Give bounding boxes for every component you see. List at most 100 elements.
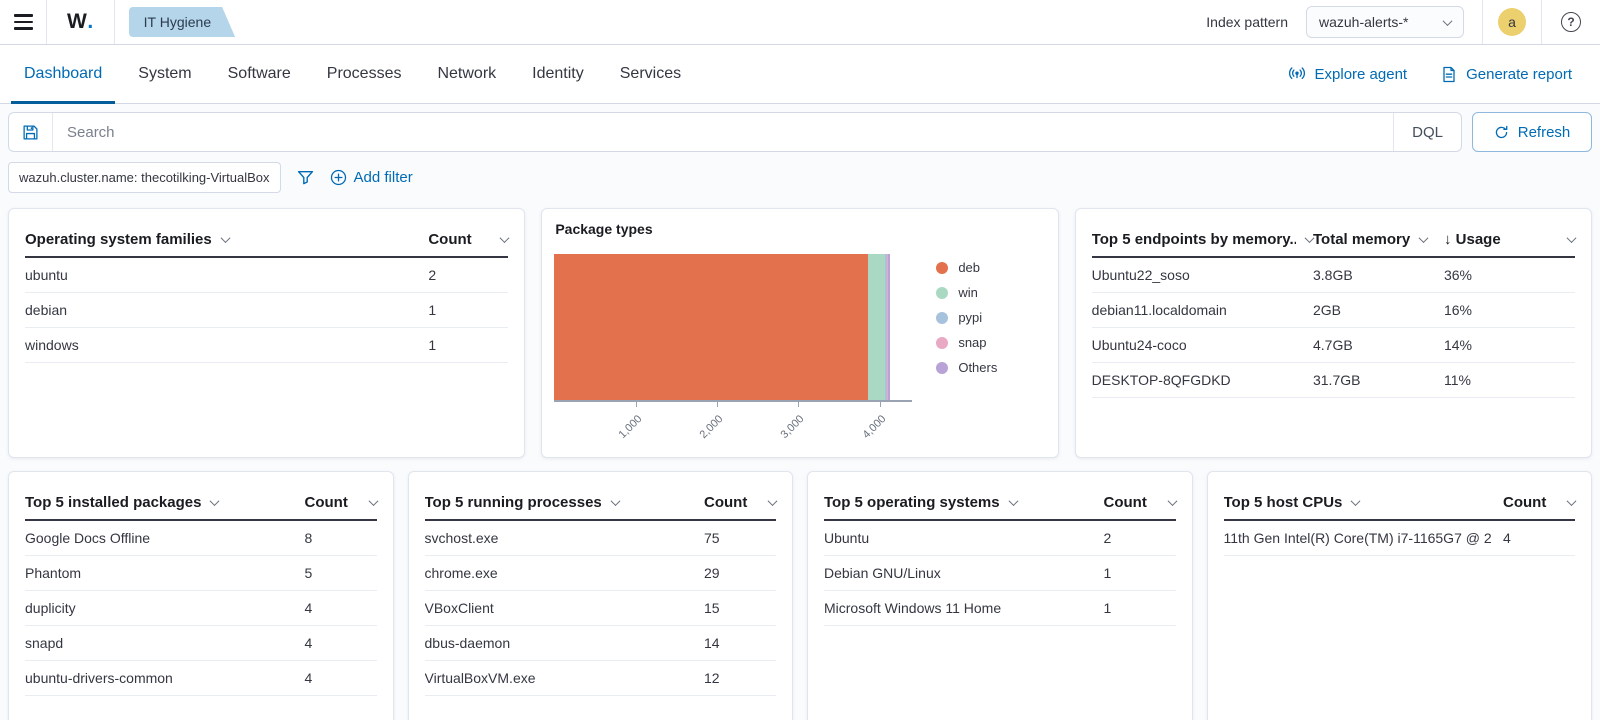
table-body: Ubuntu22_soso 3.8GB 36% debian11.localdo… [1091,258,1575,398]
panel-title: Top 5 running processes [424,493,602,511]
legend-item-snap[interactable]: snap [936,330,997,355]
panel-installed-packages: Top 5 installed packages Count Google Do… [8,471,394,720]
table-row: debian11.localdomain 2GB 16% [1091,293,1575,328]
legend-item-win[interactable]: win [936,280,997,305]
column-options-icon[interactable] [220,232,231,243]
panel-title: Package types [555,221,653,237]
table-row: ubuntu 2 [25,258,509,293]
table-row: ubuntu-drivers-common 4 [25,661,377,696]
menu-button[interactable] [0,0,46,44]
explore-agent-button[interactable]: Explore agent [1288,65,1407,83]
tab-software[interactable]: Software [227,65,291,82]
tab-services[interactable]: Services [619,65,682,82]
column-options-icon[interactable] [1566,232,1577,243]
axis-tick [717,402,719,407]
table-body: ubuntu 2 debian 1 windows 1 [25,258,509,363]
legend-item-pypi[interactable]: pypi [936,305,997,330]
divider [1541,0,1542,44]
legend-item-deb[interactable]: deb [936,255,997,280]
column-options-icon[interactable] [499,232,510,243]
column-options-icon[interactable] [368,495,378,506]
legend-item-Others[interactable]: Others [936,355,997,380]
column-options-icon[interactable] [1008,495,1019,506]
count-header: Count [1103,493,1147,511]
tab-identity[interactable]: Identity [532,65,584,82]
query-language-button[interactable]: DQL [1393,113,1461,151]
panel-operating-systems: Top 5 operating systems Count Ubuntu 2 D… [807,471,1193,720]
refresh-button[interactable]: Refresh [1472,112,1592,152]
axis-tick-label: 4,000 [860,413,889,441]
panel-endpoints-memory: Top 5 endpoints by memory... Total memor… [1074,208,1592,458]
table-row: snapd 4 [25,626,377,661]
column-options-icon[interactable] [1418,232,1429,243]
filter-options-button[interactable] [297,169,314,186]
memory-header: Total memory [1312,230,1411,248]
column-options-icon[interactable] [1566,495,1577,506]
table-row: DESKTOP-8QFGDKD 31.7GB 11% [1091,363,1575,398]
bar-segment-deb [554,254,868,400]
bar-segment-Others [888,254,890,400]
axis-tick-label: 3,000 [778,413,807,441]
table-row: svchost.exe 75 [424,521,776,556]
table-header: Top 5 endpoints by memory... Total memor… [1091,222,1577,258]
legend-label: deb [958,260,981,275]
count-header: Count [1503,493,1547,511]
table-body: Ubuntu 2 Debian GNU/Linux 1 Microsoft Wi… [824,521,1176,626]
search-box: DQL [8,112,1462,152]
panel-title: Top 5 host CPUs [1223,493,1343,511]
table-row: Ubuntu22_soso 3.8GB 36% [1091,258,1575,293]
tab-dashboard[interactable]: Dashboard [11,45,116,104]
column-options-icon[interactable] [610,495,621,506]
table-row: 11th Gen Intel(R) Core(TM) i7-1165G7 @ 2… [1223,521,1575,556]
legend-dot [936,311,949,324]
column-options-icon[interactable] [1350,495,1361,506]
tab-processes[interactable]: Processes [326,65,402,82]
search-input[interactable] [53,113,1394,151]
table-row: dbus-daemon 14 [424,626,776,661]
panel-title: Top 5 installed packages [25,493,202,511]
divider [1482,0,1483,44]
legend-dot [936,286,949,299]
generate-report-button[interactable]: Generate report [1441,66,1572,83]
panels-row-2: Top 5 installed packages Count Google Do… [0,458,1600,720]
legend-dot [936,336,949,349]
bar-segment-win [867,254,885,400]
broadcast-icon [1288,67,1305,80]
table-row: debian 1 [25,293,509,328]
table-row: Debian GNU/Linux 1 [824,556,1176,591]
panel-host-cpus: Top 5 host CPUs Count 11th Gen Intel(R) … [1206,471,1592,720]
tab-system[interactable]: System [138,65,192,82]
axis-tick [879,402,881,407]
legend-dot [936,361,949,374]
table-body: 11th Gen Intel(R) Core(TM) i7-1165G7 @ 2… [1223,521,1575,556]
legend-label: win [958,285,978,300]
breadcrumb: IT Hygiene [129,7,235,37]
search-row: DQL Refresh [0,104,1600,152]
save-icon [23,124,38,140]
table-body: Google Docs Offline 8 Phantom 5 duplicit… [25,521,377,696]
filter-pill[interactable]: wazuh.cluster.name: thecotilking-Virtual… [8,162,281,193]
column-options-icon[interactable] [210,495,220,506]
avatar[interactable]: a [1498,8,1526,36]
axis-tick-label: 2,000 [697,413,726,441]
save-query-button[interactable] [9,113,53,151]
table-row: windows 1 [25,328,509,363]
tab-network[interactable]: Network [437,65,497,82]
chart-legend: deb win pypi snap Others [936,254,997,448]
wazuh-logo[interactable]: W. [67,10,94,33]
sort-desc-icon: ↓ [1443,230,1452,248]
help-icon[interactable]: ? [1561,12,1581,32]
index-pattern-select[interactable]: wazuh-alerts-* [1306,6,1464,38]
table-row: Microsoft Windows 11 Home 1 [824,591,1176,626]
count-header: Count [428,230,472,248]
column-options-icon[interactable] [1167,495,1177,506]
add-filter-button[interactable]: Add filter [330,169,413,186]
table-row: Google Docs Offline 8 [25,521,377,556]
bar-segment-snap [886,254,889,400]
table-row: chrome.exe 29 [424,556,776,591]
index-pattern-label: Index pattern [1206,14,1288,30]
column-options-icon[interactable] [767,495,778,506]
panel-os-families: Operating system families Count ubuntu 2… [8,208,526,458]
top-bar: W. IT Hygiene Index pattern wazuh-alerts… [0,0,1600,45]
chevron-down-icon [1442,15,1453,26]
